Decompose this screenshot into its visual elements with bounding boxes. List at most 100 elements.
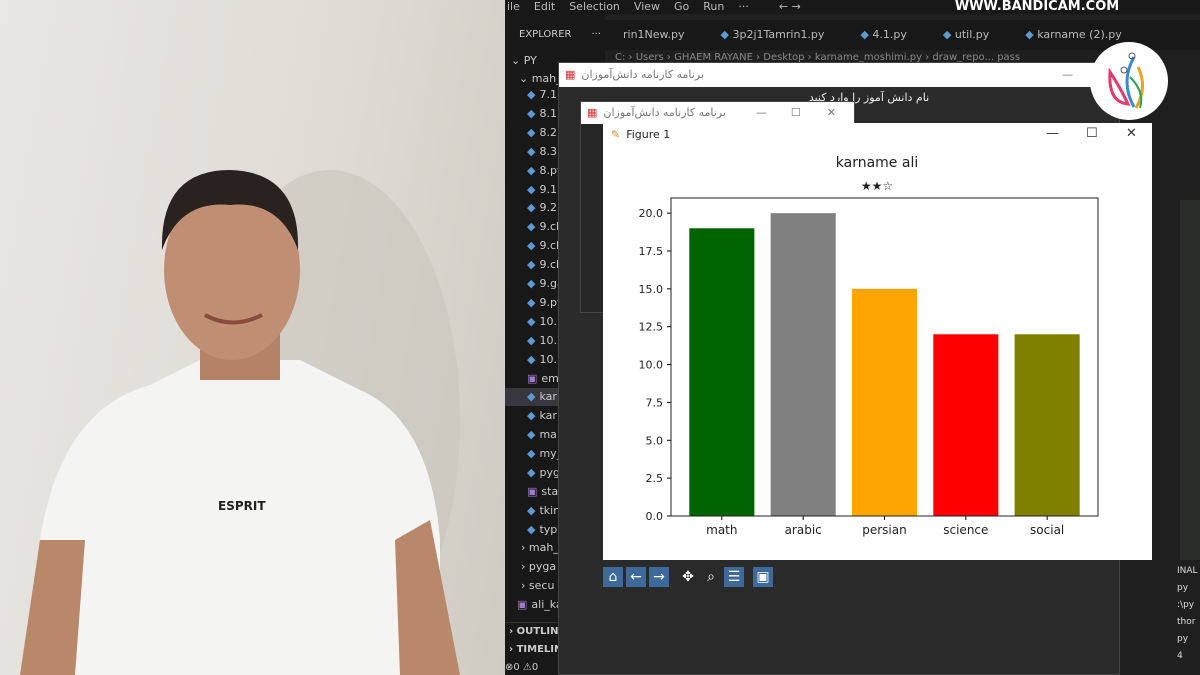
- file-label: kar: [539, 409, 557, 423]
- plot-frame: [670, 197, 1099, 517]
- folder-py[interactable]: ⌄ PY: [511, 54, 537, 67]
- image-file-icon: ▣: [527, 484, 538, 498]
- tab-label: karname (2).py: [1037, 28, 1122, 41]
- file-label: kar: [539, 390, 557, 404]
- folder-label: mah_: [531, 72, 562, 85]
- nav-arrows-icon[interactable]: ← →: [778, 0, 801, 13]
- file-item[interactable]: ◆ 8.2.: [505, 124, 605, 142]
- y-tick-label: 0.0: [646, 510, 664, 523]
- file-item[interactable]: ▣ em: [505, 370, 605, 388]
- chart-title: karname ali: [836, 155, 918, 171]
- file-item[interactable]: ◆ 9.1.: [505, 181, 605, 199]
- file-item[interactable]: ◆ tkin: [505, 502, 605, 520]
- zoom-button[interactable]: ⌕: [707, 569, 715, 585]
- file-item[interactable]: ◆ my_: [505, 445, 605, 463]
- python-file-icon: ◆: [527, 466, 536, 479]
- file-item[interactable]: ◆ 9.cl: [505, 256, 605, 274]
- channel-logo: [1090, 42, 1168, 120]
- file-item[interactable]: ◆ 8.3.: [505, 143, 605, 161]
- file-item[interactable]: ◆ 8.1.: [505, 105, 605, 123]
- tab[interactable]: ◆ 3p2j1Tamrin1.py: [703, 20, 843, 50]
- minimize-button[interactable]: —: [755, 105, 767, 119]
- tab[interactable]: ◆ 4.1.py: [842, 20, 924, 50]
- python-file-icon: ◆: [527, 182, 536, 196]
- outline-section[interactable]: › OUTLINE: [505, 622, 605, 640]
- explorer-more-button[interactable]: ···: [591, 29, 601, 40]
- tab-label: util.py: [954, 28, 990, 41]
- file-item[interactable]: ◆ 9.cl: [505, 218, 605, 236]
- file-item[interactable]: ◆ 10.p: [505, 351, 605, 369]
- file-item[interactable]: ◆ 9.py: [505, 294, 605, 312]
- figure-title-bar: ✎ Figure 1: [603, 123, 1152, 147]
- file-item[interactable]: ◆ 8.py: [505, 162, 605, 180]
- file-item[interactable]: ◆ 10.1: [505, 313, 605, 331]
- x-tick-label: social: [1030, 523, 1064, 537]
- minimize-button[interactable]: —: [1062, 67, 1073, 81]
- folder-mah[interactable]: ⌄ mah_: [519, 72, 562, 85]
- folder-label: mah_: [528, 541, 559, 554]
- bar-social: [1014, 334, 1080, 516]
- close-button[interactable]: ✕: [826, 105, 836, 119]
- menu-run[interactable]: Run: [703, 0, 725, 13]
- file-item[interactable]: ▣ star: [505, 483, 605, 501]
- folder-item[interactable]: › secu: [521, 579, 555, 592]
- file-item[interactable]: ◆ 9.2.: [505, 199, 605, 217]
- file-item[interactable]: ◆ kar: [505, 407, 605, 425]
- tab[interactable]: ◆ util.py: [925, 20, 1007, 50]
- timeline-section[interactable]: › TIMELINE: [509, 644, 570, 655]
- x-tick-label: science: [943, 523, 988, 537]
- home-button[interactable]: ⌂: [603, 567, 623, 587]
- file-label: 8.1.: [539, 106, 561, 120]
- explorer-title: EXPLORER: [519, 29, 572, 40]
- menu-file[interactable]: ile: [507, 0, 520, 13]
- configure-subplots-button[interactable]: ☰: [724, 567, 744, 587]
- save-button[interactable]: ▣: [753, 567, 773, 587]
- menu-selection[interactable]: Selection: [569, 0, 620, 13]
- file-item[interactable]: ◆ ma: [505, 426, 605, 444]
- menu-edit[interactable]: Edit: [533, 0, 556, 13]
- file-item[interactable]: ◆ 10.2: [505, 332, 605, 350]
- forward-button[interactable]: →: [649, 567, 669, 587]
- terminal-tab[interactable]: INAL: [1177, 566, 1198, 576]
- menu-more[interactable]: ···: [738, 0, 749, 13]
- folder-item[interactable]: › pyga: [521, 560, 557, 573]
- maximize-button[interactable]: ☐: [1086, 126, 1098, 141]
- x-tick-label: arabic: [785, 523, 822, 537]
- minimize-button[interactable]: —: [1046, 126, 1059, 141]
- file-item[interactable]: ▣ ali_ka: [505, 596, 605, 614]
- status-problems[interactable]: ⊗0 ⚠0: [505, 662, 539, 673]
- tab-label: 3p2j1Tamrin1.py: [732, 28, 825, 41]
- file-label: 9.1.: [539, 182, 561, 196]
- section-label: TIMELINE: [516, 644, 570, 655]
- python-file-icon: ◆: [527, 333, 536, 347]
- python-file-icon: ◆: [527, 503, 536, 517]
- tab[interactable]: ◆ karname (2).py: [1007, 20, 1139, 50]
- pan-button[interactable]: ✥: [682, 569, 694, 585]
- file-item[interactable]: ◆ 9.ga: [505, 275, 605, 293]
- file-item[interactable]: ◆ typ: [505, 521, 605, 539]
- folder-label: pyga: [528, 560, 557, 573]
- file-item[interactable]: ◆ pyg: [505, 464, 605, 482]
- python-file-icon: ◆: [527, 106, 536, 120]
- bandicam-watermark: WWW.BANDICAM.COM: [954, 0, 1120, 14]
- file-item[interactable]: ◆ 9.cl: [505, 237, 605, 255]
- maximize-button[interactable]: ☐: [790, 105, 801, 119]
- file-label: 9.cl: [539, 239, 560, 253]
- python-file-icon: ◆: [942, 28, 955, 41]
- bar-persian: [851, 288, 918, 516]
- tab[interactable]: rin1New.py: [605, 20, 703, 50]
- file-label: 8.3.: [539, 144, 561, 158]
- back-button[interactable]: ←: [626, 567, 646, 587]
- matplotlib-figure-window: ✎ Figure 1 — ☐ ✕ karname ali ★★☆ math arab…: [603, 123, 1152, 560]
- folder-item[interactable]: › mah_: [521, 541, 559, 554]
- python-file-icon: ◆: [527, 201, 536, 215]
- close-button[interactable]: ✕: [1126, 126, 1137, 141]
- file-label: em: [541, 371, 559, 385]
- menu-view[interactable]: View: [633, 0, 661, 13]
- file-item[interactable]: ◆ 7.1.: [505, 86, 605, 104]
- menu-go[interactable]: Go: [674, 0, 690, 13]
- file-label: 8.py: [539, 163, 564, 177]
- tab-label: 4.1.py: [872, 28, 907, 41]
- student-portrait: ESPRIT: [20, 170, 460, 675]
- tk-app-icon: ▦: [587, 105, 598, 119]
